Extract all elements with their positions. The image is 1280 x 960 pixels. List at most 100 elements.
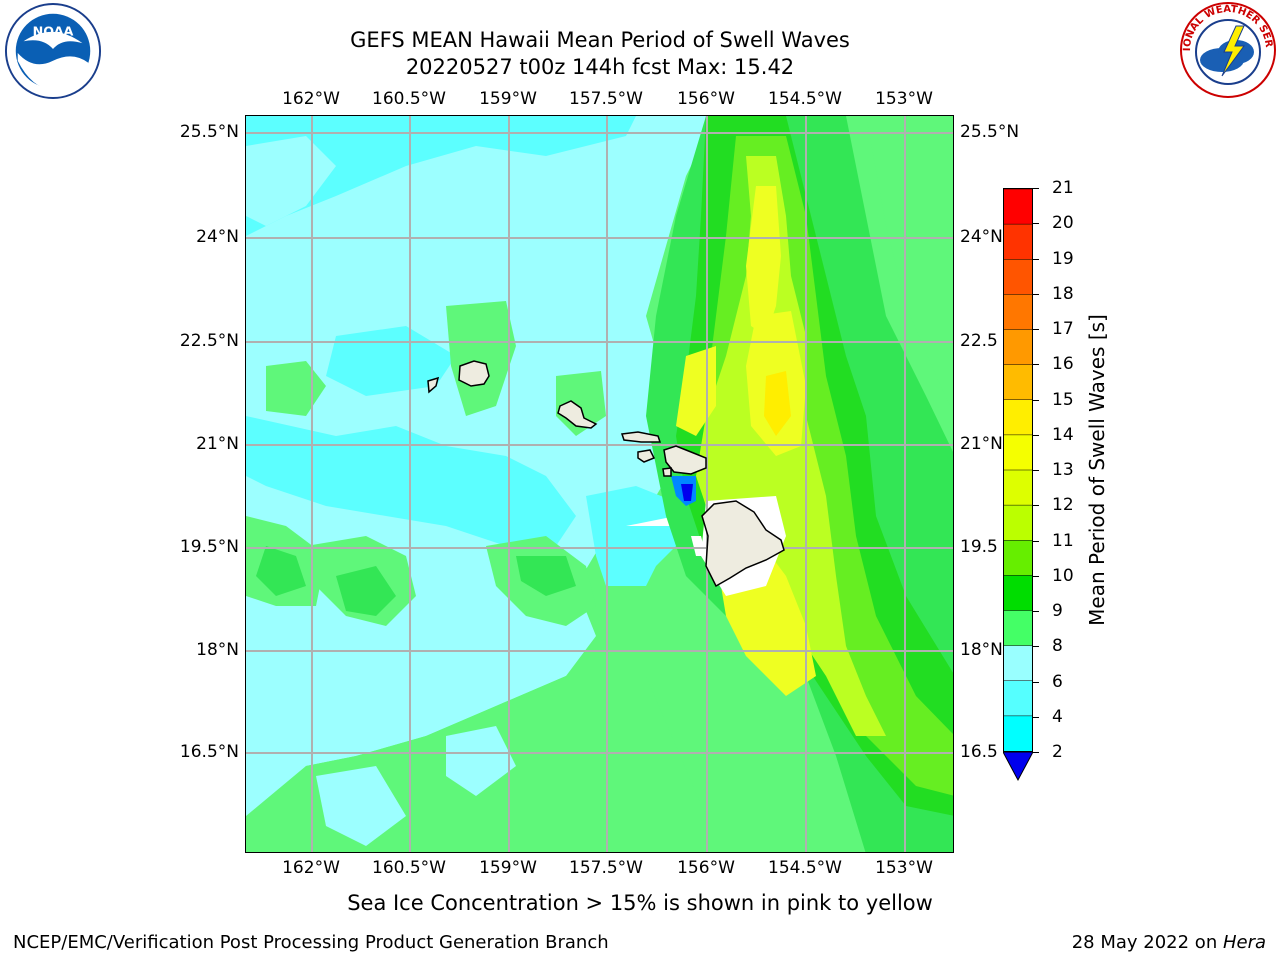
credit-date-text: 28 May 2022 on <box>1071 932 1223 953</box>
colorbar-band <box>1004 610 1032 647</box>
colorbar-tick-label: 20 <box>1052 213 1074 234</box>
island-kauai <box>458 360 490 387</box>
noaa-logo-text: NOAA <box>33 24 74 39</box>
noaa-logo: NOAA <box>4 2 102 100</box>
colorbar-tick-mark <box>1033 716 1039 718</box>
colorbar-band <box>1004 505 1032 541</box>
colorbar-band <box>1004 680 1032 717</box>
lon-tick-top: 160.5°W <box>372 89 446 109</box>
colorbar-tick-label: 11 <box>1052 530 1074 551</box>
colorbar-tick-label: 19 <box>1052 248 1074 269</box>
colorbar-tick-mark <box>1033 399 1039 401</box>
colorbar-tick-label: 21 <box>1052 178 1074 198</box>
lat-tick-right: 16.5 <box>960 742 998 762</box>
colorbar-band <box>1004 259 1032 295</box>
sea-ice-note: Sea Ice Concentration > 15% is shown in … <box>347 891 933 915</box>
lon-tick-bottom: 157.5°W <box>569 858 643 878</box>
lon-tick-bottom: 162°W <box>282 858 340 878</box>
lat-tick-left: 22.5°N <box>179 331 239 351</box>
nws-logo: NATIONAL WEATHER SERVICE <box>1178 0 1276 98</box>
map-field-svg <box>246 116 953 852</box>
colorbar-tick-mark <box>1033 329 1039 330</box>
lat-tick-left: 24°N <box>196 227 239 247</box>
swell-period-map <box>245 115 954 853</box>
island-kahoolawe <box>662 467 672 477</box>
colorbar-tick-label: 14 <box>1052 424 1074 445</box>
colorbar-tick-label: 17 <box>1052 319 1074 339</box>
lat-tick-right: 18°N <box>960 640 1003 660</box>
lat-tick-right: 24°N <box>960 227 1003 247</box>
colorbar-band <box>1004 470 1032 506</box>
colorbar-band <box>1004 540 1032 576</box>
lon-tick-bottom: 156°W <box>677 858 735 878</box>
lon-tick-bottom: 154.5°W <box>768 858 842 878</box>
colorbar-tick-mark <box>1033 364 1039 366</box>
colorbar-band <box>1004 329 1032 366</box>
colorbar-tick-mark <box>1033 611 1039 612</box>
lon-tick-top: 162°W <box>282 89 340 109</box>
map-gridlines <box>246 116 953 852</box>
colorbar-extend-arrow <box>1003 752 1033 782</box>
colorbar-tick-label: 16 <box>1052 354 1074 375</box>
colorbar-tick-mark <box>1033 752 1039 753</box>
colorbar-band <box>1004 575 1032 611</box>
credit-host: Hera <box>1222 932 1266 953</box>
colorbar <box>1003 188 1033 752</box>
colorbar-tick-mark <box>1033 575 1039 577</box>
colorbar-tick-label: 15 <box>1052 389 1074 410</box>
lon-tick-bottom: 159°W <box>479 858 537 878</box>
colorbar-tick-mark <box>1033 258 1039 260</box>
credit-branch: NCEP/EMC/Verification Post Processing Pr… <box>13 932 609 953</box>
colorbar-tick-mark <box>1033 470 1039 471</box>
lon-tick-top: 159°W <box>479 89 537 109</box>
lon-tick-bottom: 153°W <box>875 858 933 878</box>
colorbar-tick-mark <box>1033 505 1039 507</box>
map-subtitle: 20220527 t00z 144h fcst Max: 15.42 <box>405 55 795 79</box>
colorbar-tick-mark <box>1033 293 1039 295</box>
lat-tick-left: 25.5°N <box>179 122 239 142</box>
lat-tick-right: 22.5 <box>960 331 998 351</box>
lat-tick-right: 21°N <box>960 434 1003 454</box>
colorbar-tick-mark <box>1033 223 1039 225</box>
colorbar-tick-label: 9 <box>1052 601 1063 621</box>
lat-tick-right: 25.5°N <box>960 122 1020 142</box>
colorbar-band <box>1004 224 1032 260</box>
lon-tick-top: 157.5°W <box>569 89 643 109</box>
colorbar-tick-mark <box>1033 540 1039 542</box>
lat-tick-left: 21°N <box>196 434 239 454</box>
colorbar-band <box>1004 399 1032 436</box>
lon-tick-top: 154.5°W <box>768 89 842 109</box>
island-niihau <box>427 376 440 394</box>
colorbar-tick-label: 4 <box>1052 706 1063 727</box>
colorbar-label: Mean Period of Swell Waves [s] <box>1085 314 1109 626</box>
colorbar-tick-label: 12 <box>1052 495 1074 516</box>
island-molokai <box>620 431 662 443</box>
colorbar-tick-label: 2 <box>1052 742 1063 762</box>
lat-tick-left: 18°N <box>196 640 239 660</box>
map-title: GEFS MEAN Hawaii Mean Period of Swell Wa… <box>350 28 850 52</box>
colorbar-band <box>1004 645 1032 682</box>
colorbar-tick-mark <box>1033 188 1039 189</box>
lat-tick-left: 19.5°N <box>179 537 239 557</box>
colorbar-band <box>1004 294 1032 330</box>
credit-date: 28 May 2022 on Hera <box>1072 932 1266 953</box>
colorbar-tick-mark <box>1033 681 1039 683</box>
lon-tick-bottom: 160.5°W <box>372 858 446 878</box>
colorbar-band <box>1004 364 1032 401</box>
island-maui <box>663 445 707 475</box>
hawaiian-islands <box>427 360 785 588</box>
colorbar-band <box>1004 189 1032 225</box>
colorbar-band <box>1004 715 1032 751</box>
colorbar-band <box>1004 434 1032 471</box>
colorbar-tick-label: 13 <box>1052 460 1074 480</box>
island-oahu <box>557 400 598 429</box>
island-hawaii <box>701 500 785 588</box>
lat-tick-left: 16.5°N <box>179 742 239 762</box>
lon-tick-top: 156°W <box>677 89 735 109</box>
colorbar-tick-mark <box>1033 434 1039 436</box>
colorbar-tick-label: 10 <box>1052 565 1074 586</box>
lat-tick-right: 19.5 <box>960 537 998 557</box>
colorbar-tick-label: 18 <box>1052 283 1074 304</box>
lon-tick-top: 153°W <box>875 89 933 109</box>
colorbar-tick-label: 8 <box>1052 636 1063 657</box>
